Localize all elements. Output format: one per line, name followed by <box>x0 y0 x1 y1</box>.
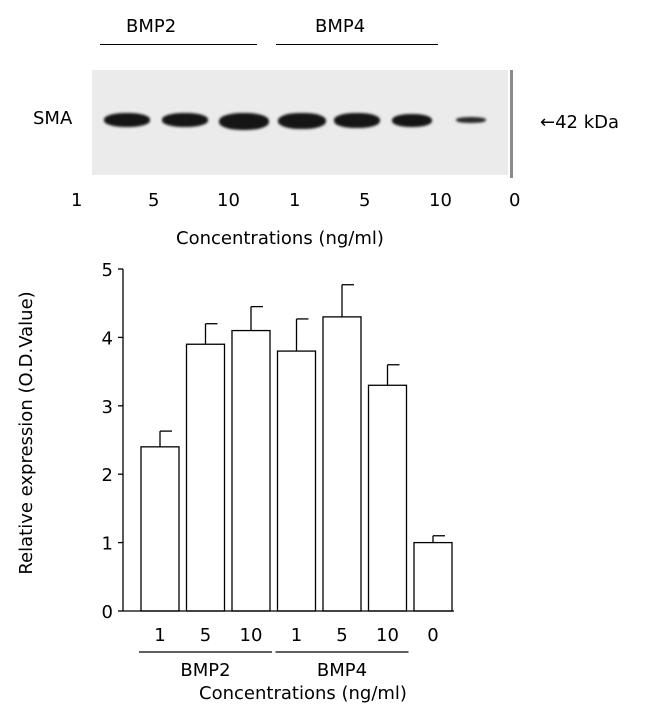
blot-x-axis-label: Concentrations (ng/ml) <box>176 228 384 249</box>
y-axis: 0 1 2 3 4 5 <box>102 260 124 623</box>
blot-marker-label: 42 kDa <box>555 112 620 133</box>
blot-band-7 <box>456 117 486 123</box>
x-tick-label: 0 <box>427 625 438 646</box>
bar-series <box>140 284 453 612</box>
blot-band-1 <box>104 113 150 127</box>
blot-lane-label: 10 <box>429 190 452 211</box>
group-label: BMP2 <box>180 660 230 681</box>
bar <box>231 329 271 612</box>
blot-lane-label: 5 <box>148 190 160 211</box>
bar <box>367 384 408 612</box>
x-tick-label: 5 <box>200 625 211 646</box>
x-tick-label: 10 <box>240 625 263 646</box>
blot-lane-label: 1 <box>71 190 83 211</box>
blot-group-label-bmp4: BMP4 <box>315 16 366 37</box>
blot-band-6 <box>392 114 432 127</box>
x-tick-label: 10 <box>376 625 399 646</box>
blot-lane-label: 0 <box>509 190 521 211</box>
blot-band-3 <box>219 113 269 130</box>
bar <box>413 541 453 612</box>
y-tick-label: 0 <box>102 602 113 623</box>
x-tick-label: 1 <box>154 625 165 646</box>
blot-lane-label: 1 <box>289 190 301 211</box>
y-tick-label: 1 <box>102 534 113 555</box>
blot-membrane <box>92 70 508 175</box>
arrow-left-icon: ← <box>540 112 556 133</box>
y-tick-label: 3 <box>102 397 113 418</box>
y-tick-label: 5 <box>102 260 113 281</box>
y-tick-label: 4 <box>102 328 113 349</box>
x-tick-label: 1 <box>291 625 302 646</box>
blot-lane-label: 10 <box>217 190 240 211</box>
blot-lane-label: 5 <box>359 190 371 211</box>
blot-divider <box>510 70 513 178</box>
y-tick-label: 2 <box>102 465 113 486</box>
blot-band-4 <box>278 113 326 129</box>
blot-group-rule-bmp2 <box>100 44 257 45</box>
blot-band-5 <box>334 113 380 128</box>
bar <box>140 446 180 612</box>
blot-group-rule-bmp4 <box>276 44 438 45</box>
bar <box>322 316 362 612</box>
blot-protein-label: SMA <box>33 108 73 129</box>
group-label: BMP4 <box>317 660 367 681</box>
blot-band-2 <box>162 113 208 127</box>
x-axis-label: Concentrations (ng/ml) <box>199 683 407 704</box>
bar <box>276 350 317 612</box>
bar <box>185 343 226 612</box>
x-tick-label: 5 <box>336 625 347 646</box>
blot-marker: ←42 kDa <box>540 112 619 133</box>
y-axis-label: Relative expression (O.D.Value) <box>16 291 37 574</box>
blot-group-label-bmp2: BMP2 <box>126 16 177 37</box>
